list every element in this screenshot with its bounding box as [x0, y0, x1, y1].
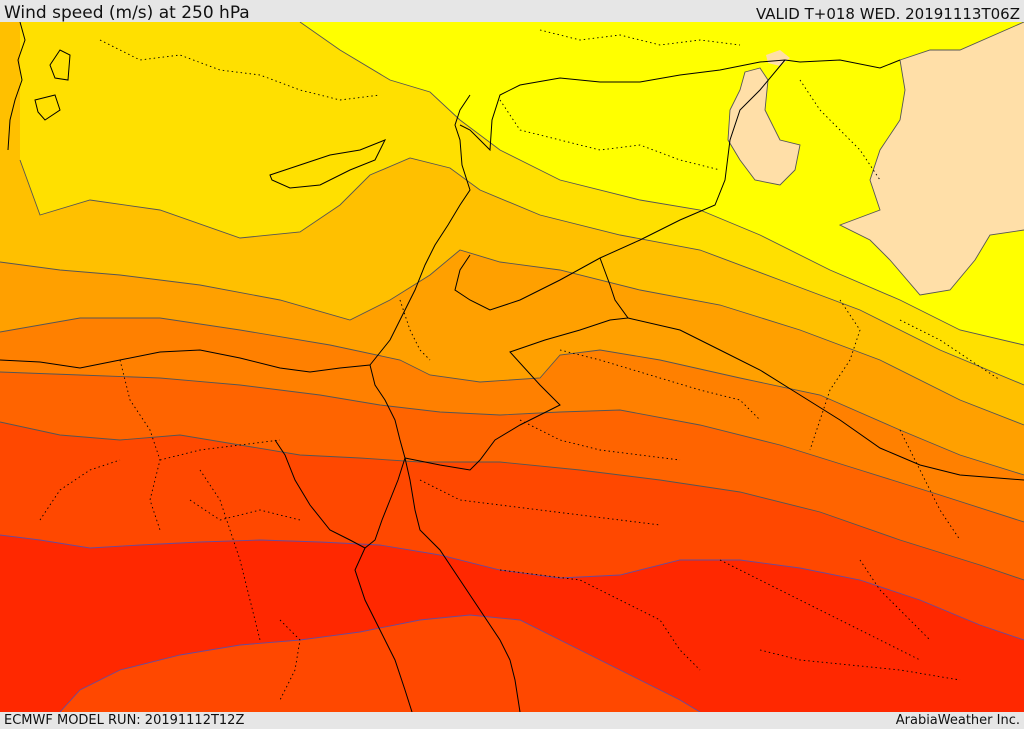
footer-bar: ECMWF MODEL RUN: 20191112T12Z ArabiaWeat… [0, 712, 1024, 729]
band-7-lower-area [60, 615, 700, 712]
contour-lines [0, 22, 1024, 712]
band-light-area-small [766, 50, 790, 66]
map-title: Wind speed (m/s) at 250 hPa [4, 3, 250, 23]
coastlines-borders [0, 22, 1024, 712]
header-bar: Wind speed (m/s) at 250 hPa VALID T+018 … [0, 0, 1024, 23]
credit-label: ArabiaWeather Inc. [895, 713, 1020, 728]
band-light-area-mesopotamia [728, 68, 800, 185]
model-run-label: ECMWF MODEL RUN: 20191112T12Z [4, 713, 245, 728]
band-1-area [300, 22, 1024, 345]
band-light-area-north [840, 22, 1024, 295]
admin-boundaries [39, 29, 1001, 701]
valid-time-label: VALID T+018 WED. 20191113T06Z [755, 5, 1020, 23]
wind-speed-map [0, 22, 1024, 712]
